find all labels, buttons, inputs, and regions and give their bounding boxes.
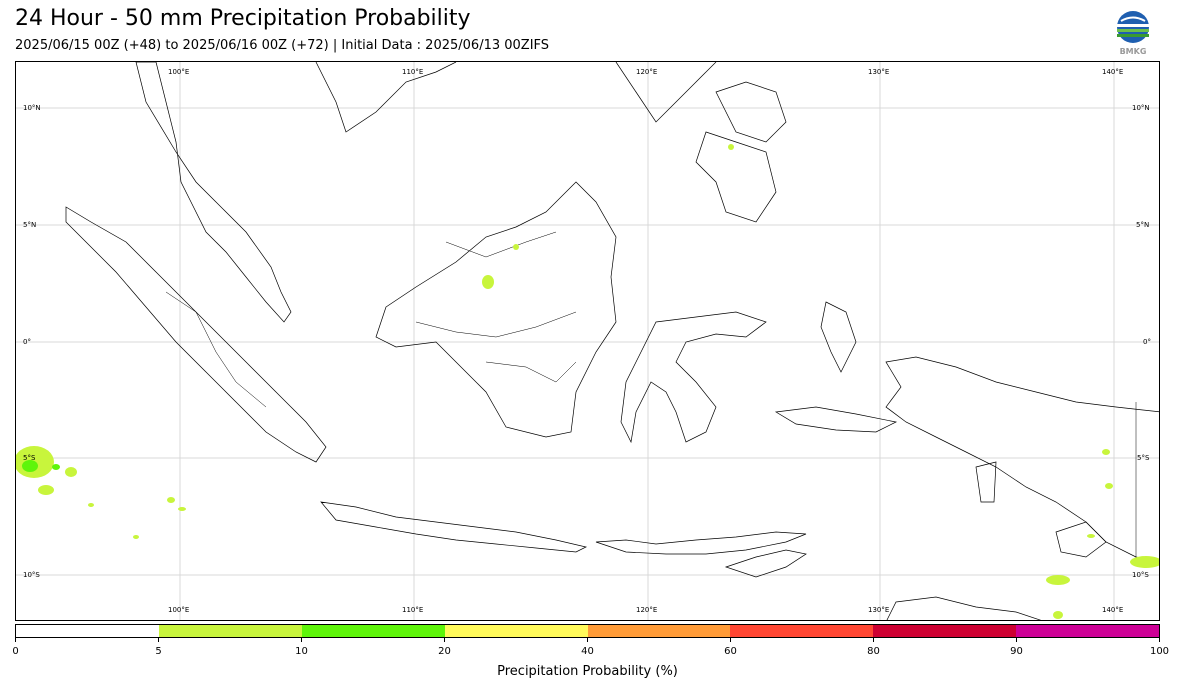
colorbar-tick [1159,638,1160,642]
colorbar-tick-label: 10 [295,646,308,657]
colorbar-tick [15,638,16,642]
colorbar-segment [730,625,874,637]
lat-label-left: 5°S [23,454,36,462]
lat-label-right: 10°N [1132,104,1150,112]
lat-label-left: 10°S [23,571,40,579]
colorbar-tick-label: 5 [155,646,162,657]
lon-label-bottom: 110°E [402,606,424,614]
lon-label-top: 130°E [868,68,890,76]
lat-label-right: 5°S [1137,454,1150,462]
precip-shading-high [22,460,60,472]
colorbar-tick-label: 40 [581,646,594,657]
colorbar-segment [873,625,1017,637]
lon-label-top: 120°E [636,68,658,76]
lat-label-right: 0° [1143,338,1151,346]
svg-text:BMKG: BMKG [1120,47,1147,56]
lon-label-top: 100°E [168,68,190,76]
lat-label-right: 5°N [1136,221,1150,229]
lat-label-left: 0° [23,338,31,346]
colorbar-tick-label: 100 [1149,646,1170,657]
colorbar-tick [158,638,159,642]
colorbar-tick [444,638,445,642]
colorbar [15,624,1160,638]
colorbar-segment [301,625,445,637]
map-panel: 100°E 110°E 120°E 130°E 140°E 100°E 110°… [15,61,1160,621]
map-canvas [16,62,1159,620]
colorbar-tick [587,638,588,642]
colorbar-tick-label: 80 [867,646,880,657]
lon-label-bottom: 130°E [868,606,890,614]
colorbar-tick-label: 0 [12,646,19,657]
lat-label-left: 10°N [23,104,41,112]
coastlines [65,62,1159,620]
colorbar-tick [730,638,731,642]
bmkg-logo-icon: BMKG [1112,10,1154,56]
colorbar-segment [1016,625,1159,637]
colorbar-tick-label: 60 [724,646,737,657]
colorbar-tick [873,638,874,642]
chart-title: 24 Hour - 50 mm Precipitation Probabilit… [15,6,471,31]
colorbar-tick-label: 20 [438,646,451,657]
lon-label-bottom: 100°E [168,606,190,614]
borders [165,231,1137,562]
precip-shading [16,144,1159,619]
graticule [16,62,1159,620]
lon-label-bottom: 120°E [636,606,658,614]
lon-label-bottom: 140°E [1102,606,1124,614]
colorbar-tick [1016,638,1017,642]
lat-label-right: 10°S [1132,571,1149,579]
lat-label-left: 5°N [23,221,37,229]
colorbar-label: Precipitation Probability (%) [497,664,678,679]
chart-subtitle: 2025/06/15 00Z (+48) to 2025/06/16 00Z (… [15,38,550,53]
colorbar-tick [301,638,302,642]
colorbar-segment [16,625,159,637]
lon-label-top: 140°E [1102,68,1124,76]
colorbar-tick-label: 90 [1010,646,1023,657]
lon-label-top: 110°E [402,68,424,76]
colorbar-segment [444,625,588,637]
colorbar-segment [587,625,731,637]
colorbar-segment [158,625,302,637]
